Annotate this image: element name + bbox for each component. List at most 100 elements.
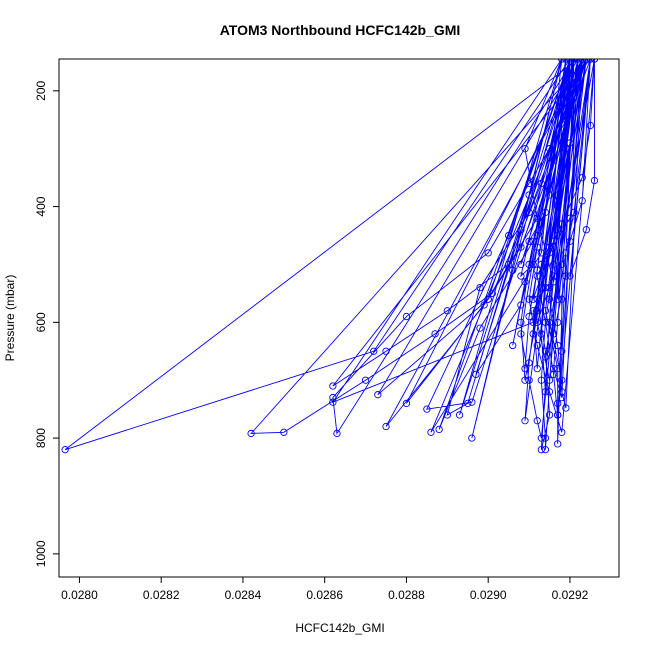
data-point [566, 59, 574, 63]
data-point [525, 260, 533, 269]
data-point [509, 341, 517, 350]
data-point [533, 214, 541, 222]
data-point [582, 226, 590, 234]
data-point [521, 278, 529, 286]
data-point [484, 249, 492, 257]
data-point [562, 272, 570, 280]
data-point [329, 393, 337, 402]
data-point [578, 59, 586, 63]
data-point [533, 417, 541, 425]
data-point [562, 59, 570, 63]
data-point [533, 307, 541, 315]
data-point [549, 272, 558, 280]
data-point [427, 428, 435, 436]
data-point [431, 330, 439, 338]
data-point [537, 376, 545, 384]
data-point [517, 272, 525, 280]
data-point [586, 59, 595, 63]
data-point [545, 388, 554, 396]
data-point [554, 318, 562, 326]
data-point [541, 307, 550, 315]
data-point [568, 59, 576, 63]
data-point [549, 243, 558, 251]
data-point [402, 312, 411, 321]
data-point [554, 399, 562, 408]
data-point [566, 139, 574, 147]
data-point [533, 318, 541, 326]
data-point [374, 391, 382, 399]
data-point [333, 429, 341, 438]
data-point [537, 330, 545, 338]
data-point [570, 208, 578, 217]
data-point [558, 220, 566, 228]
data-point [533, 364, 541, 373]
data-point [566, 214, 574, 222]
data-point [537, 260, 545, 269]
data-point [525, 191, 533, 199]
data-point [554, 341, 562, 350]
data-point [566, 110, 574, 118]
data-point [562, 145, 570, 153]
data-point [537, 179, 545, 188]
data-point [476, 324, 484, 332]
data-point [570, 59, 578, 63]
data-point [541, 388, 550, 396]
data-point [533, 295, 541, 303]
data-point [554, 191, 562, 199]
x-tick-label: 0.0288 [388, 588, 425, 602]
data-point [541, 434, 550, 442]
data-point [521, 376, 529, 384]
data-point [541, 260, 550, 269]
data-point [541, 446, 550, 454]
data-point [537, 434, 545, 442]
data-point [537, 446, 545, 454]
data-point [545, 411, 554, 419]
data-point [521, 145, 529, 153]
x-tick-label: 0.0280 [61, 588, 98, 602]
data-point [554, 197, 562, 205]
data-point [517, 330, 525, 338]
data-point [370, 347, 378, 355]
data-point [545, 191, 554, 199]
data-point [558, 260, 566, 269]
data-point [549, 260, 558, 269]
data-point [533, 266, 541, 274]
x-tick-label: 0.0290 [470, 588, 507, 602]
data-point [554, 364, 562, 373]
data-point [545, 145, 554, 153]
x-tick-label: 0.0282 [143, 588, 180, 602]
data-point [541, 208, 550, 217]
data-point [578, 197, 586, 205]
data-point [525, 376, 533, 384]
data-point [554, 202, 562, 211]
data-point [468, 434, 476, 442]
y-tick-label: 1000 [34, 540, 48, 567]
data-point [586, 121, 595, 130]
data-point [549, 278, 558, 286]
data-point [554, 226, 562, 234]
data-point [545, 318, 554, 326]
data-point [558, 393, 566, 402]
data-point [509, 266, 517, 274]
data-point [525, 237, 533, 245]
data-point [537, 249, 545, 257]
data-point [517, 318, 525, 326]
data-point [541, 353, 550, 361]
data-point [590, 176, 599, 185]
data-point [566, 237, 574, 245]
data-point [549, 364, 558, 373]
data-point [558, 162, 566, 170]
y-axis-label: Pressure (mbar) [3, 275, 17, 362]
y-tick-label: 400 [34, 196, 48, 216]
y-axis: 200 400 600 800 1000 [34, 81, 60, 567]
data-point [525, 208, 533, 217]
data-point [61, 446, 69, 454]
data-point [529, 295, 537, 303]
y-tick-label: 600 [34, 312, 48, 332]
data-point [549, 330, 558, 338]
data-point [521, 417, 529, 425]
data-point [361, 376, 370, 384]
x-tick-label: 0.0292 [552, 588, 589, 602]
data-point [484, 295, 492, 303]
data-point [402, 399, 411, 408]
